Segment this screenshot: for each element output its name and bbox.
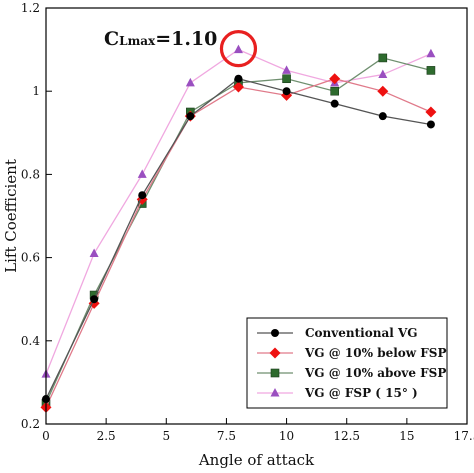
cl-max-annotation: CLmax=1.10 [104,28,217,50]
y-tick-label: 0.6 [21,251,40,265]
legend-marker [271,329,279,337]
x-tick-label: 2.5 [97,429,116,443]
x-tick-label: 5 [162,429,170,443]
data-point [426,48,436,58]
data-point [233,44,243,54]
y-tick-label: 1.2 [21,1,40,15]
data-point [378,69,388,79]
series-1 [42,74,435,404]
legend-marker [269,347,281,359]
data-point [330,99,339,108]
x-tick-label: 0 [42,429,50,443]
plot-frame [45,7,468,425]
legend-item: VG @ 10% above FSP [257,366,446,380]
data-point [234,74,243,83]
legend-item: VG @ FSP ( 15° ) [257,386,418,400]
annotation-layer: CLmax=1.10 [104,28,258,68]
legend-item: Conventional VG [257,326,418,340]
data-point [426,66,436,75]
cl-max-symbol: C [104,28,119,50]
legend-label: VG @ 10% below FSP [304,346,447,360]
x-axis-label: Angle of attack [198,451,315,469]
legend-label: Conventional VG [305,326,418,340]
x-tick-label: 15 [399,429,414,443]
series-layer [40,44,437,413]
legend-label: VG @ 10% above FSP [304,366,446,380]
cl-max-highlight-ring [219,29,258,68]
data-point [329,73,341,85]
data-point [89,248,99,257]
data-point [282,87,291,96]
data-point [425,106,437,118]
y-tick-label: 0.4 [21,334,40,348]
data-point [378,53,388,63]
x-tick-label: 7.5 [217,429,236,443]
data-point [138,191,147,200]
tick-layer: 0 2.5 5 7.5 10 12.5 15 17.5 0.2 0.4 0.6 0.8 1 1.2 [21,1,474,443]
data-point [90,295,99,304]
cl-max-value: =1.10 [155,28,217,50]
legend-marker [270,368,280,378]
data-point [282,74,291,84]
x-tick-label: 17.5 [454,429,474,443]
data-point [185,77,195,87]
legend-item: VG @ 10% below FSP [257,346,447,360]
x-tick-label: 12.5 [333,429,360,443]
legend: Conventional VG VG @ 10% below FSP VG @ 10… [246,317,448,409]
y-tick-label: 0.2 [21,417,40,431]
data-point [426,120,435,129]
y-tick-label: 1 [32,84,40,98]
x-tick-label: 10 [279,429,294,443]
data-point [186,112,195,121]
data-point [232,81,244,93]
data-point [282,65,292,74]
data-point [137,169,147,178]
cl-max-subscript: Lmax [119,34,156,48]
legend-marker [270,388,280,397]
data-point [378,112,387,121]
y-tick-label: 0.8 [21,167,40,181]
data-point [330,86,339,96]
data-point [377,85,389,97]
y-axis-label: Lift Coefficient [2,159,20,273]
legend-label: VG @ FSP ( 15° ) [304,386,418,400]
